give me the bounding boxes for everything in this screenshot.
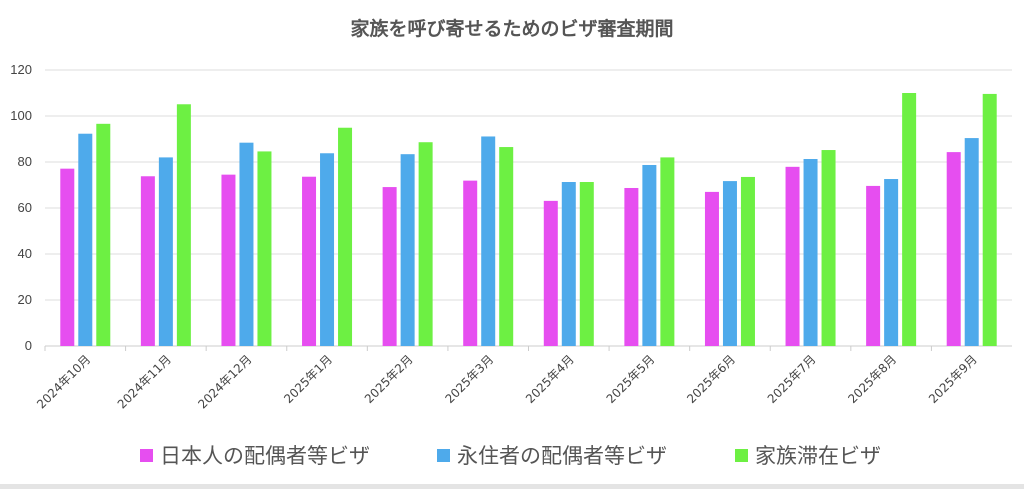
y-tick-label: 80	[18, 154, 32, 169]
legend-swatch	[735, 449, 748, 462]
x-tick-label: 2025年6月	[684, 352, 738, 406]
y-tick-label: 0	[25, 338, 32, 353]
bar-2	[338, 127, 353, 346]
x-tick-label: 2025年1月	[281, 352, 335, 406]
bar-2	[821, 150, 836, 346]
x-tick-label: 2025年4月	[523, 352, 577, 406]
bar-2	[660, 157, 675, 346]
bottom-divider	[0, 484, 1024, 489]
legend-label: 日本人の配偶者等ビザ	[160, 444, 370, 468]
bar-2	[96, 123, 111, 346]
bar-2	[499, 147, 514, 346]
bar-0	[221, 174, 236, 346]
y-tick-label: 20	[18, 292, 32, 307]
bar-2	[902, 93, 917, 346]
bar-0	[785, 166, 800, 346]
bar-2	[982, 93, 997, 346]
y-tick-label: 100	[10, 108, 32, 123]
bar-2	[176, 104, 191, 347]
bar-0	[543, 200, 558, 346]
x-tick-label: 2025年3月	[442, 352, 496, 406]
x-tick-label: 2025年7月	[765, 352, 819, 406]
bar-2	[579, 182, 594, 346]
x-tick-label: 2025年8月	[845, 352, 899, 406]
bar-1	[158, 157, 173, 346]
bar-0	[140, 176, 155, 346]
x-tick-label: 2024年12月	[195, 352, 254, 411]
bar-1	[481, 136, 496, 346]
x-tick-label: 2025年5月	[604, 352, 658, 406]
bar-0	[60, 168, 75, 346]
bar-1	[320, 153, 335, 346]
bar-0	[946, 152, 961, 346]
bar-1	[239, 142, 254, 346]
x-tick-label: 2025年9月	[926, 352, 980, 406]
bar-0	[704, 191, 719, 346]
bar-1	[803, 159, 818, 346]
bar-1	[642, 164, 657, 346]
chart-title: 家族を呼び寄せるためのビザ審査期間	[350, 17, 673, 40]
bar-0	[382, 187, 397, 346]
y-tick-label: 120	[10, 62, 32, 77]
x-tick-label: 2025年2月	[362, 352, 416, 406]
bar-0	[463, 180, 478, 346]
x-tick-label: 2024年10月	[34, 352, 93, 411]
bar-2	[740, 176, 755, 346]
y-tick-label: 40	[18, 246, 32, 261]
bar-1	[884, 179, 899, 346]
bar-1	[964, 138, 979, 346]
bar-1	[78, 133, 93, 346]
bar-2	[418, 142, 433, 346]
bar-1	[561, 182, 576, 346]
legend-label: 家族滞在ビザ	[755, 444, 881, 468]
bar-0	[624, 187, 639, 346]
bar-1	[722, 181, 737, 346]
bar-1	[400, 154, 415, 346]
bar-0	[866, 185, 881, 346]
x-tick-label: 2024年11月	[115, 352, 174, 411]
bar-0	[302, 176, 317, 346]
legend-label: 永住者の配偶者等ビザ	[457, 444, 667, 468]
y-tick-label: 60	[18, 200, 32, 215]
legend-swatch	[140, 449, 153, 462]
legend-swatch	[437, 449, 450, 462]
bar-2	[257, 151, 272, 346]
